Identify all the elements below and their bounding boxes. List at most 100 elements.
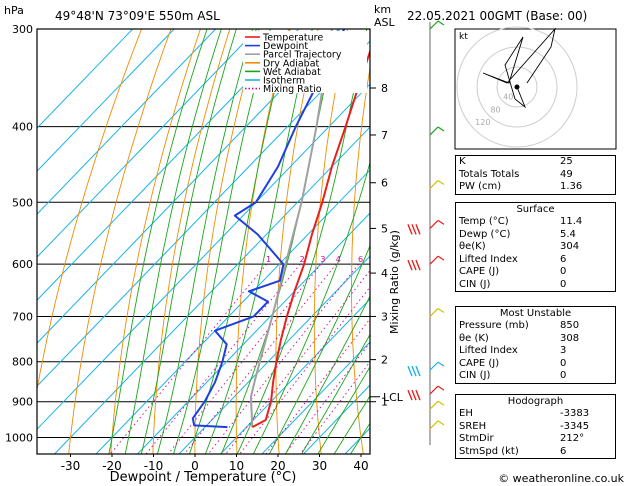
most-unstable-row: θe (K) 308: [459, 332, 580, 344]
mixing-ratio-tick-label: 20: [427, 255, 437, 264]
hodograph-kt-label: kt: [459, 32, 468, 42]
surface-row: θe(K) 304: [459, 241, 580, 252]
mixing-ratio-line: [145, 263, 301, 454]
mixing-ratio-tick-label: 1: [266, 255, 271, 264]
isotherm-line: [37, 29, 134, 129]
isotherm-line: [137, 212, 370, 454]
km-tick-label: 4: [381, 267, 388, 280]
isotherm-line: [37, 29, 300, 301]
most-unstable-row: Lifted Index 3: [459, 345, 567, 356]
hodograph-panel: Hodograph EH -3383 SREH -3345 StmDir 212° S…: [455, 394, 616, 459]
x-tick-label: 20: [270, 459, 285, 473]
dry-adiabat-line: [152, 29, 231, 454]
mixing-ratio-tick-label: 8: [374, 255, 379, 264]
mixing-ratio-line: [207, 263, 359, 454]
mixing-ratio-line: [167, 263, 322, 454]
x-tick-label: -20: [102, 459, 122, 473]
wind-barb-flag: [437, 255, 445, 261]
hodograph-frame: [454, 28, 617, 150]
wind-barb-flag: [437, 307, 445, 313]
wind-barb: [407, 361, 445, 377]
pressure-tick-label: 700: [12, 310, 33, 323]
dry-adiabat-line: [235, 29, 290, 454]
wind-barb-flag: [411, 259, 417, 271]
wind-barb: [429, 126, 445, 136]
isotherm-line: [261, 341, 370, 454]
hodograph-title: Hodograph: [507, 396, 564, 407]
wind-barb-staff: [429, 255, 439, 265]
pressure-tick-label: 400: [12, 121, 33, 134]
wind-barb: [407, 385, 445, 401]
isotherm-line: [178, 255, 370, 454]
wet-adiabat-line: [317, 366, 370, 454]
hpa-unit: hPa: [4, 4, 24, 17]
isotherm-line: [220, 298, 370, 454]
wind-barb: [429, 20, 445, 30]
surface-title: Surface: [516, 204, 555, 215]
mixing-ratio-tick-label: 15: [409, 255, 419, 264]
mixing-ratio-tick-label: 6: [358, 255, 363, 264]
wet-adiabat-line: [140, 29, 237, 454]
hodograph-storm-marker: [514, 84, 520, 90]
mixing-ratio-axis-label: Mixing Ratio (g/kg): [388, 230, 401, 334]
parcel-trajectory-line: [249, 29, 333, 428]
dry-adiabat-line: [110, 29, 201, 454]
wind-barb-flag: [437, 400, 445, 406]
datetime-title: 22.05.2021 00GMT (Base: 00): [407, 9, 587, 23]
dry-adiabat-line: [194, 29, 260, 454]
mixing-ratio-line: [110, 263, 267, 454]
dry-adiabat-line: [37, 29, 142, 392]
wet-adiabat-line: [252, 160, 370, 454]
wind-barb-flag: [415, 259, 421, 271]
most-unstable-row: Pressure (mb) 850: [459, 320, 580, 331]
x-tick-label: -10: [144, 459, 164, 473]
pressure-tick-label: 600: [12, 258, 33, 271]
mixing-ratio-line: [225, 269, 370, 454]
wind-barb-staff: [429, 126, 439, 136]
km-tick-label: 3: [381, 310, 388, 323]
mixing-ratio-line: [239, 286, 370, 454]
wind-barb-flag: [415, 224, 421, 235]
surface-row: CIN (J) 0: [459, 278, 567, 290]
km-tick-label: 5: [381, 222, 388, 235]
isotherm-line: [37, 29, 217, 215]
km-unit: km: [374, 3, 391, 16]
hodograph-ring-label: 40: [503, 93, 513, 102]
wind-barb-flag: [407, 389, 413, 401]
legend-entry: Isotherm: [263, 76, 305, 87]
km-tick-label: 1: [381, 396, 388, 409]
mixing-ratio-line: [284, 341, 370, 454]
hodograph-ring: [456, 26, 578, 148]
mixing-ratio-tick-label: 2: [300, 255, 305, 264]
surface-row: CAPE (J) 0: [459, 266, 567, 277]
lcl-label: LCL: [383, 391, 404, 404]
wind-barbs: [407, 20, 445, 445]
km-tick-label: 8: [381, 82, 388, 95]
wind-barb-flag: [407, 259, 413, 271]
km-tick-label: 6: [381, 177, 388, 190]
hodograph-ring-label: 80: [490, 105, 500, 114]
x-axis-label: Dewpoint / Temperature (°C): [110, 470, 297, 485]
wind-barb-flag: [415, 389, 421, 401]
wind-barb-staff: [429, 361, 439, 371]
mixing-ratio-line: [265, 318, 370, 454]
wet-adiabat-line: [173, 29, 271, 454]
indices-panel: K 25 Totals Totals 49 PW (cm) 1.36: [455, 155, 616, 195]
wind-barb-staff: [429, 20, 439, 30]
most-unstable-title: Most Unstable: [499, 308, 572, 319]
asl-unit: ASL: [374, 16, 396, 29]
index-row: K 25: [459, 156, 573, 167]
legend-entry: Temperature: [262, 33, 323, 44]
x-tick-label: 40: [353, 459, 368, 473]
wind-barb-flag: [407, 365, 413, 377]
location-title: 49°48'N 73°09'E 550m ASL: [55, 9, 220, 23]
legend-entry: Dry Adiabat: [263, 58, 320, 69]
km-tick-label: 2: [381, 354, 388, 367]
legend-entry: Mixing Ratio: [263, 84, 322, 95]
mixing-ratio-line: [299, 361, 370, 454]
wind-barb-flag: [437, 385, 445, 391]
wind-barb-flag: [437, 420, 445, 426]
